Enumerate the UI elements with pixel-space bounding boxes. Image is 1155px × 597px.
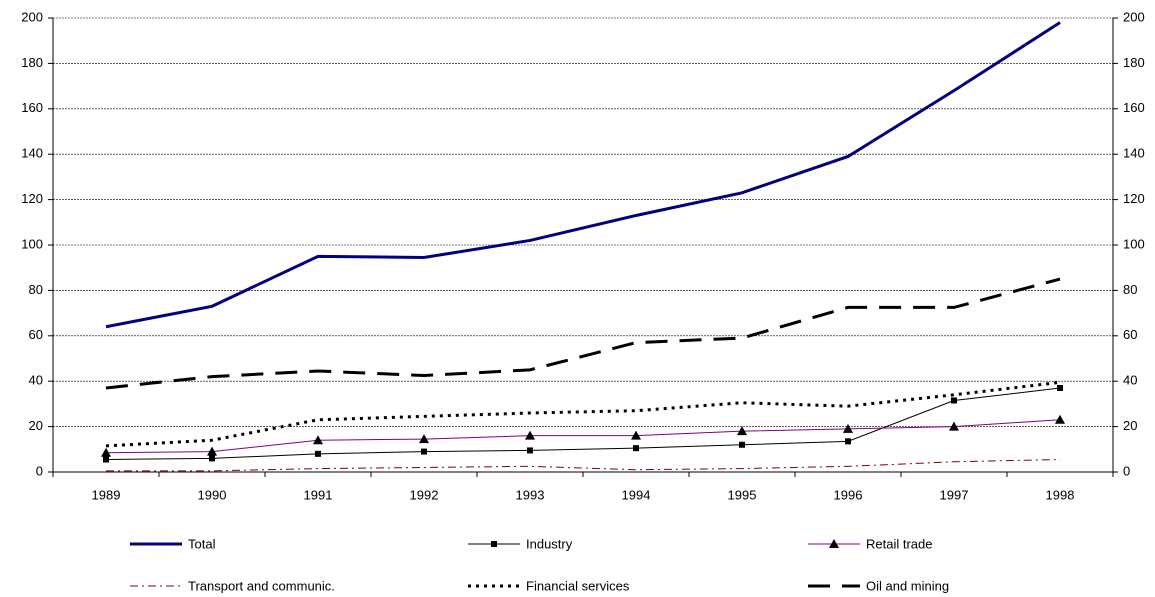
y2-tick-label: 60 [1123,327,1137,342]
data-point [633,445,639,452]
y-tick-label: 20 [29,418,43,433]
data-point [209,455,215,462]
y-tick-label: 80 [29,282,43,297]
y-tick-label: 120 [21,191,43,206]
y-tick-label: 140 [21,146,43,161]
x-tick-label: 1995 [728,487,757,502]
data-point [1055,414,1065,424]
legend-label: Total [188,536,216,551]
y-tick-label: 100 [21,236,43,251]
legend-label: Retail trade [866,536,932,551]
data-point [421,448,427,455]
x-tick-label: 1998 [1046,487,1075,502]
legend-label: Industry [526,536,573,551]
series-line [105,387,1061,461]
legend-label: Financial services [526,578,630,593]
y-tick-label: 40 [29,373,43,388]
data-point [207,446,217,456]
y2-tick-label: 0 [1123,463,1130,478]
x-tick-label: 1989 [92,487,121,502]
y2-tick-label: 160 [1123,100,1145,115]
data-point [527,447,533,454]
x-tick-label: 1993 [516,487,545,502]
x-tick-label: 1994 [622,487,651,502]
series-line [105,21,1061,329]
y2-tick-label: 80 [1123,282,1137,297]
data-point [631,430,641,440]
data-point [951,397,957,404]
y-tick-label: 0 [36,463,43,478]
x-tick-label: 1992 [410,487,439,502]
data-point [419,434,429,444]
x-tick-label: 1991 [304,487,333,502]
series-line [105,419,1061,454]
legend-label: Oil and mining [866,578,949,593]
y-tick-label: 200 [21,9,43,24]
x-tick-label: 1997 [940,487,969,502]
y-tick-label: 60 [29,327,43,342]
series-line [105,380,1061,448]
data-point [101,447,111,457]
data-point [739,441,745,448]
x-tick-label: 1996 [834,487,863,502]
data-point [949,421,959,431]
series-line [105,277,1061,390]
legend-marker [491,541,497,547]
data-point [313,435,323,445]
data-point [103,456,109,463]
y2-tick-label: 180 [1123,55,1145,70]
data-point [843,423,853,433]
x-tick-label: 1990 [198,487,227,502]
y2-tick-label: 20 [1123,418,1137,433]
data-point [315,450,321,457]
series-line [106,459,1061,472]
y2-tick-label: 120 [1123,191,1145,206]
data-point [1057,385,1063,392]
legend-marker [829,539,839,548]
y-tick-label: 180 [21,55,43,70]
y2-tick-label: 200 [1123,9,1145,24]
data-point [845,438,851,445]
y2-tick-label: 100 [1123,236,1145,251]
legend-label: Transport and communic. [188,578,335,593]
y-tick-label: 160 [21,100,43,115]
data-point [737,426,747,436]
y2-tick-label: 40 [1123,373,1137,388]
data-point [525,430,535,440]
y2-tick-label: 140 [1123,146,1145,161]
